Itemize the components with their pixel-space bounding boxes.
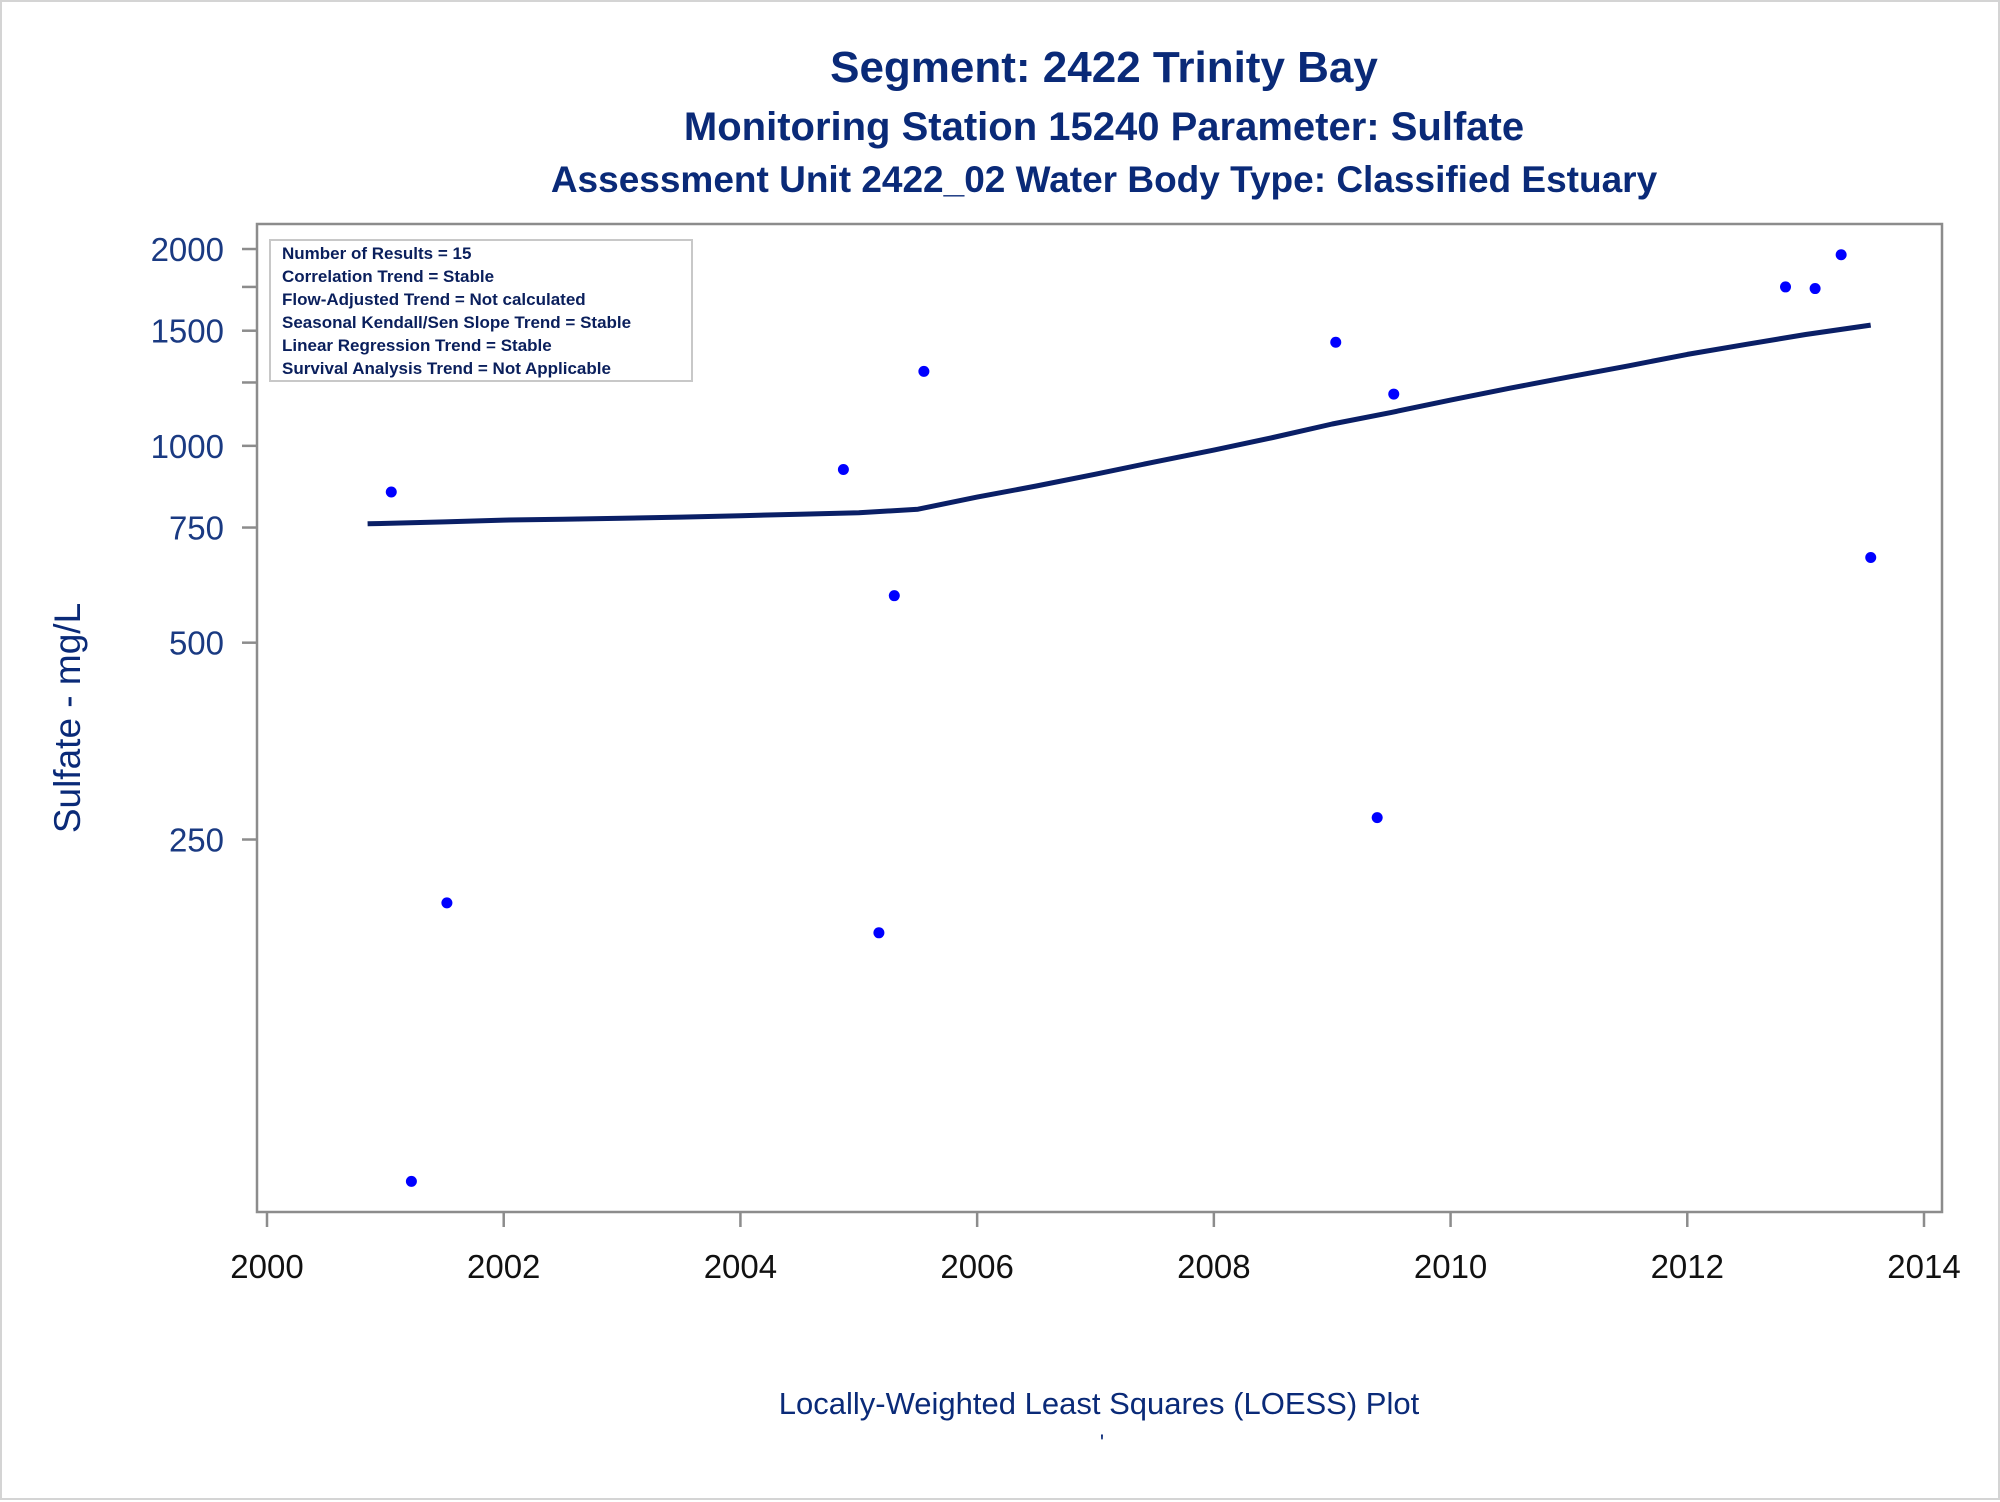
x-tick-label: 2002 — [467, 1248, 540, 1285]
x-tick-label: 2012 — [1651, 1248, 1724, 1285]
footnote-mark: ' — [1100, 1430, 1104, 1455]
data-point — [385, 486, 397, 498]
data-point — [1809, 283, 1821, 295]
data-point — [1780, 281, 1792, 293]
data-point — [405, 1175, 417, 1187]
x-tick-label: 2014 — [1887, 1248, 1960, 1285]
x-tick-label: 2006 — [940, 1248, 1013, 1285]
stats-box-border — [269, 239, 693, 382]
y-axis: 250 500 750 1000 1500 2000 — [151, 231, 257, 859]
x-tick-label: 2000 — [230, 1248, 303, 1285]
y-tick-label: 1000 — [151, 428, 224, 465]
data-point — [1330, 336, 1342, 348]
stats-box: Number of Results = 15 Correlation Trend… — [269, 239, 693, 382]
data-point — [1835, 249, 1847, 261]
y-tick-label: 500 — [169, 625, 224, 662]
chart-subtitle-assessment: Assessment Unit 2422_02 Water Body Type:… — [551, 159, 1658, 200]
stats-line-linear-regression: Linear Regression Trend = Stable — [282, 336, 552, 355]
y-tick-label: 250 — [169, 822, 224, 859]
data-point — [837, 464, 849, 476]
x-axis-label: Locally-Weighted Least Squares (LOESS) P… — [779, 1386, 1420, 1421]
data-point — [1371, 812, 1383, 824]
chart-subtitle-station: Monitoring Station 15240 Parameter: Sulf… — [684, 105, 1524, 149]
x-tick-label: 2010 — [1414, 1248, 1487, 1285]
stats-line-correlation: Correlation Trend = Stable — [282, 267, 494, 286]
stats-line-seasonal-kendall: Seasonal Kendall/Sen Slope Trend = Stabl… — [282, 313, 631, 332]
stats-line-survival-analysis: Survival Analysis Trend = Not Applicable — [282, 359, 611, 378]
stats-line-results: Number of Results = 15 — [282, 244, 471, 263]
data-point — [873, 927, 885, 939]
y-tick-label: 750 — [169, 510, 224, 547]
data-point — [918, 365, 930, 377]
data-point — [888, 590, 900, 602]
y-tick-label: 1500 — [151, 313, 224, 350]
x-tick-label: 2008 — [1177, 1248, 1250, 1285]
chart-title: Segment: 2422 Trinity Bay — [830, 43, 1378, 92]
plot-area — [255, 222, 1944, 1214]
data-point — [1865, 551, 1877, 563]
data-point — [1388, 388, 1400, 400]
x-tick-label: 2004 — [704, 1248, 777, 1285]
y-tick-label: 2000 — [151, 231, 224, 268]
y-axis-label: Sulfate - mg/L — [47, 603, 88, 833]
stats-line-flow-adjusted: Flow-Adjusted Trend = Not calculated — [282, 290, 586, 309]
data-point — [441, 897, 453, 909]
x-axis: 2000 2002 2004 2006 2008 2010 2012 2014 — [230, 1212, 1961, 1285]
loess-trend-line — [367, 322, 1872, 527]
